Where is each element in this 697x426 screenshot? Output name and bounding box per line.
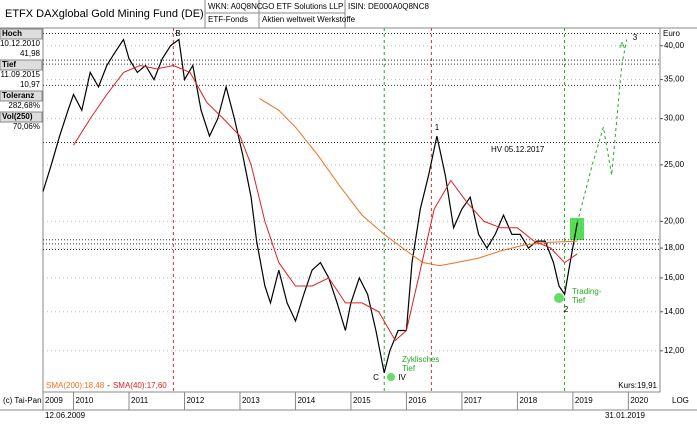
y-tick-label: 30,00 [664, 114, 685, 123]
annotation: Tief [402, 364, 416, 373]
x-tick-label: 2014 [297, 396, 315, 405]
x-tick-label: 2017 [464, 396, 482, 405]
stat-label: Tief [2, 60, 16, 69]
x-tick-label: 2016 [408, 396, 426, 405]
annotation: 1 [435, 123, 440, 132]
annotation: 3 [633, 33, 638, 42]
stat-value: 70,06% [13, 122, 40, 131]
copyright: (c) Tai-Pan [3, 396, 42, 405]
x-tick-label: 2011 [131, 396, 149, 405]
stat-label: Hoch [2, 29, 22, 38]
legend: SMA(200):18,48- SMA(40):17,60 [46, 381, 167, 390]
stat-header-bg [0, 59, 43, 71]
start-date: 12.06.2009 [45, 411, 86, 420]
y-tick-label: 35,00 [664, 75, 685, 84]
scale: LOG [672, 396, 689, 405]
end-date: 31.01.2019 [605, 411, 646, 420]
isin: ISIN: DE000A0Q8NC8 [348, 2, 429, 11]
x-tick-label: 2019 [575, 396, 593, 405]
series-line [73, 64, 578, 342]
stat-value: 11.09.2015 [1, 70, 41, 79]
x-tick-label: 2020 [630, 396, 648, 405]
annotation: HV 05.12.2017 [491, 145, 545, 154]
stat-value: 282,68% [8, 101, 40, 110]
y-tick-label: 20,00 [664, 216, 685, 225]
y-tick-label: 18,00 [664, 243, 685, 252]
forecast-line [576, 39, 628, 223]
annotation: IV [398, 373, 406, 382]
annotation: Tief [572, 296, 586, 305]
low-marker [554, 293, 564, 303]
low-marker [387, 373, 395, 381]
title: ETFX DAXglobal Gold Mining Fund (DE) [5, 8, 204, 20]
stat-value: 10,97 [20, 80, 41, 89]
legend-separator: - [107, 381, 110, 390]
sector: Aktien weltweit Werkstoffe [262, 15, 356, 24]
x-tick-label: 2018 [519, 396, 537, 405]
y-tick-label: 40,00 [664, 41, 685, 50]
annotation: 2 [564, 305, 569, 314]
breakout-box [570, 218, 584, 240]
stat-header-bg [0, 28, 43, 40]
legend-entry: SMA(200):18,48 [46, 381, 105, 390]
stat-label: Vol(250) [2, 112, 33, 121]
stat-label: Toleranz [2, 91, 34, 100]
y-tick-label: 14,00 [664, 307, 685, 316]
y-unit: Euro [663, 29, 680, 38]
y-tick-label: 25,00 [664, 160, 685, 169]
y-tick-label: 12,00 [664, 346, 685, 355]
x-tick-label: 2010 [76, 396, 94, 405]
issuer: GO ETF Solutions LLP [262, 2, 343, 11]
annotation: A [619, 41, 625, 50]
annotation: C [373, 373, 379, 382]
kind: ETF-Fonds [208, 15, 248, 24]
stat-value: 10.12.2010 [0, 39, 41, 48]
x-tick-label: 2009 [45, 396, 63, 405]
y-tick-label: 16,00 [664, 273, 685, 282]
series-line [259, 97, 578, 267]
stat-header-bg [0, 90, 43, 102]
wkn: WKN: A0Q8NC [208, 2, 263, 11]
x-tick-label: 2013 [242, 396, 260, 405]
x-tick-label: 2012 [186, 396, 204, 405]
price-label: Kurs:19,91 [618, 381, 657, 390]
stat-header-bg [0, 111, 43, 123]
annotation: B [175, 29, 180, 38]
legend-entry: SMA(40):17,60 [113, 381, 167, 390]
plot-frame [42, 27, 661, 393]
annotation: Zyklisches [402, 355, 439, 364]
x-tick-label: 2015 [353, 396, 371, 405]
series-line [42, 38, 578, 374]
annotation: Trading- [572, 287, 602, 296]
stat-value: 41,98 [20, 49, 41, 58]
